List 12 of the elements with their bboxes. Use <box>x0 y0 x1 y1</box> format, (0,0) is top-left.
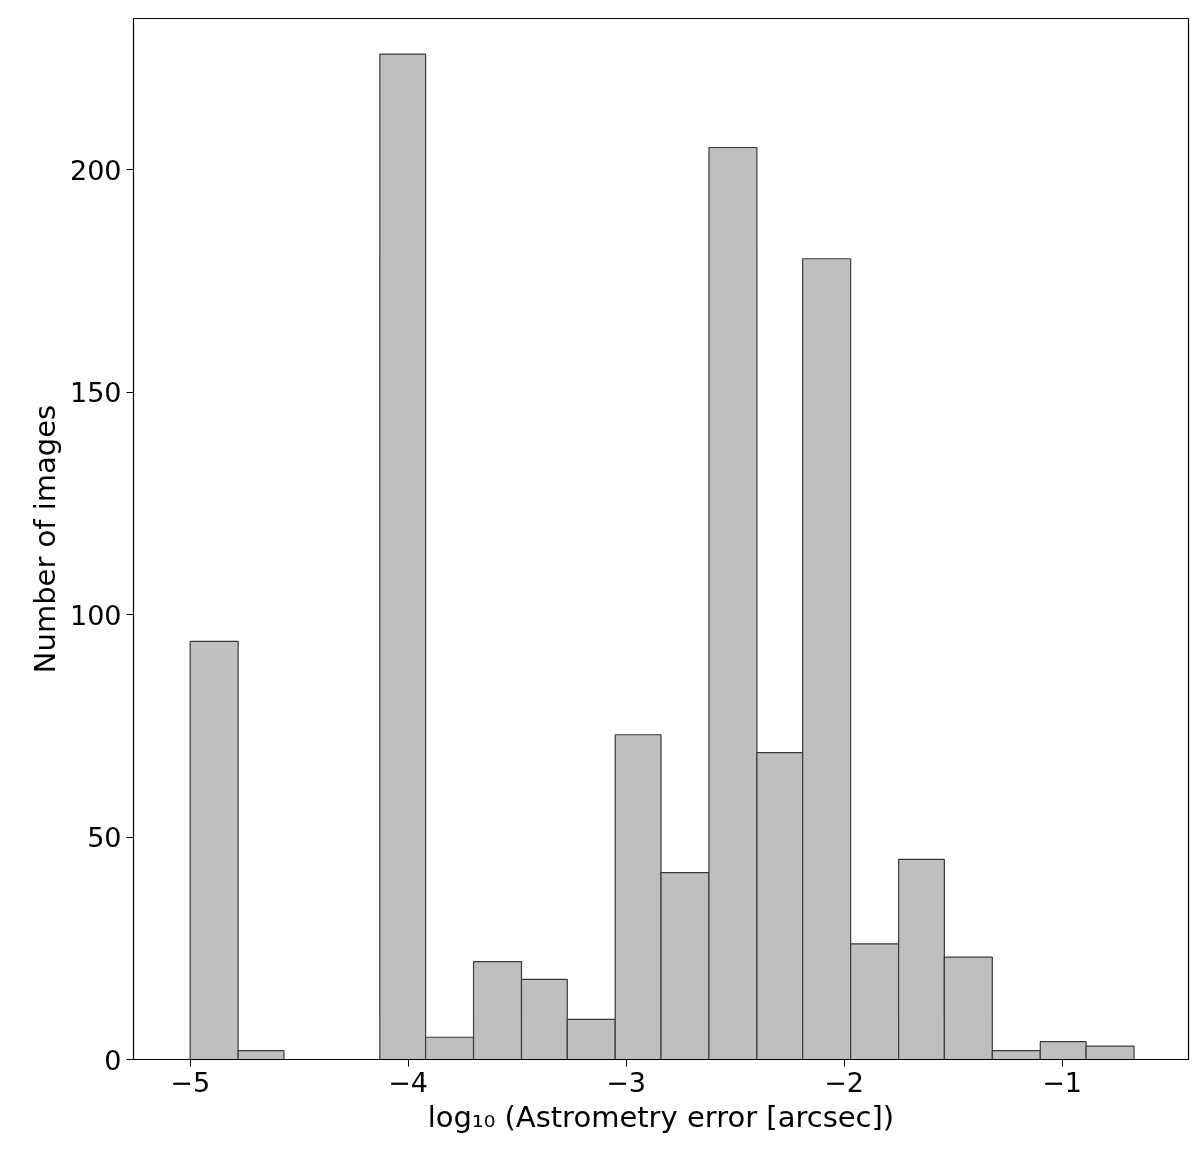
y-tick-label: 150 <box>69 377 122 409</box>
x-tick-label: −2 <box>824 1066 865 1098</box>
x-tick-label: −4 <box>388 1066 429 1098</box>
y-axis-title: Number of images <box>27 404 62 674</box>
y-tick-label: 0 <box>104 1044 122 1076</box>
x-tick-label: −5 <box>170 1066 211 1098</box>
x-axis-title: log₁₀ (Astrometry error [arcsec]) <box>427 1099 895 1134</box>
y-tick-label: 200 <box>69 154 122 186</box>
x-tick-label: −1 <box>1042 1066 1082 1098</box>
y-tick-label: 100 <box>69 599 122 631</box>
x-tick-label: −3 <box>606 1066 647 1098</box>
y-tick-label: 50 <box>87 822 122 854</box>
